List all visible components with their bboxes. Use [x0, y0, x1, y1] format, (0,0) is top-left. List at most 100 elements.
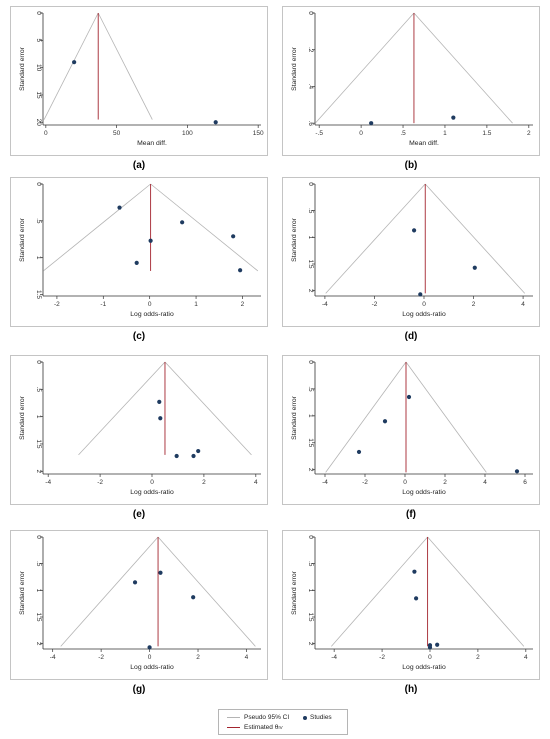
- y-axis-title: Standard error: [19, 570, 26, 615]
- y-tick-label: .5: [35, 387, 42, 393]
- y-tick-label: 1.5: [35, 439, 42, 448]
- panel-caption: (g): [132, 684, 146, 695]
- study-point: [356, 449, 362, 455]
- ci-line-right: [405, 361, 487, 473]
- x-tick-label: 2: [472, 301, 476, 308]
- y-tick-label: .5: [307, 386, 314, 392]
- x-tick-label: -4: [331, 654, 337, 661]
- y-tick-label: 1.5: [35, 290, 42, 299]
- x-tick-label: -1: [100, 301, 106, 308]
- legend-studies-label: Studies: [310, 714, 332, 721]
- ci-line-left: [325, 361, 407, 473]
- x-tick-label: 0: [428, 654, 432, 661]
- x-tick-label: 1: [443, 130, 447, 137]
- x-tick-label: 4: [483, 479, 487, 486]
- x-tick-label: 2: [527, 130, 531, 137]
- funnel-plot-panel: -4 -2 0 2 4 0 .5 1 1.5 2 Log odds-ratio Standard er…: [10, 530, 268, 680]
- y-axis-title: Standard error: [291, 395, 298, 440]
- y-axis-title: Standard error: [291, 217, 298, 262]
- x-tick-label: 2: [196, 654, 200, 661]
- ci-line-right: [150, 183, 259, 272]
- y-tick-label: 0: [35, 11, 42, 15]
- ci-line-right: [427, 536, 525, 647]
- y-tick-label: .6: [307, 120, 314, 126]
- study-point: [514, 469, 520, 474]
- study-point: [132, 580, 138, 585]
- y-tick-label: 15: [35, 91, 42, 99]
- study-point: [174, 453, 179, 459]
- panel-caption: (d): [404, 331, 418, 342]
- y-tick-label: 0: [307, 182, 314, 186]
- y-tick-label: .5: [307, 208, 314, 214]
- x-tick-label: 0: [422, 301, 426, 308]
- x-tick-label: -2: [98, 654, 104, 661]
- y-tick-label: 1: [307, 236, 314, 240]
- study-point: [148, 238, 153, 243]
- study-point: [418, 292, 423, 297]
- y-axis-title: Standard error: [291, 570, 298, 615]
- x-tick-label: 0: [44, 130, 48, 137]
- y-tick-label: 2: [35, 642, 42, 646]
- x-axis-title: Log odds-ratio: [130, 489, 174, 496]
- panel-caption: (h): [404, 684, 418, 695]
- legend-ci-label: Pseudo 95% CI: [244, 714, 290, 721]
- y-tick-label: 2: [307, 289, 314, 293]
- study-point: [411, 228, 417, 233]
- x-tick-label: -2: [54, 301, 60, 308]
- study-point: [213, 120, 218, 125]
- x-tick-label: 0: [150, 479, 154, 486]
- ci-line-left: [43, 12, 99, 120]
- y-tick-label: .5: [35, 218, 42, 224]
- y-tick-label: 1: [307, 589, 314, 593]
- study-point: [406, 394, 412, 400]
- study-point: [117, 205, 122, 210]
- panel-caption: (f): [406, 509, 416, 520]
- y-axis-title: Standard error: [291, 46, 298, 91]
- study-point: [180, 220, 185, 225]
- y-tick-label: 1.5: [35, 612, 42, 621]
- x-tick-label: 1.5: [482, 130, 491, 137]
- x-tick-label: -2: [372, 301, 378, 308]
- study-point: [191, 595, 196, 600]
- panel-caption: (c): [132, 331, 146, 342]
- ci-line-right: [413, 12, 513, 124]
- funnel-plot-svg: 0 50 100 150 0 5 10 15 20 Mean diff. Standard erro…: [19, 11, 264, 147]
- y-tick-label: 1: [35, 589, 42, 593]
- x-tick-label: .5: [400, 130, 406, 137]
- legend-item-estimate: Estimated θ IV: [227, 724, 283, 731]
- ci-line-right: [164, 361, 252, 456]
- ci-line-right: [424, 183, 526, 294]
- ci-line-right: [157, 536, 256, 647]
- x-axis-title: Log odds-ratio: [130, 311, 174, 318]
- funnel-plot-panel: -4 -2 0 2 4 0 .5 1 1.5 2 Log odds-ratio Standard er…: [10, 355, 268, 505]
- legend-item-ci: Pseudo 95% CI: [227, 714, 289, 721]
- y-tick-label: 2: [35, 469, 42, 473]
- y-tick-label: .4: [307, 84, 314, 90]
- y-tick-label: 1: [35, 256, 42, 260]
- study-point: [191, 453, 196, 459]
- y-axis-title: Standard error: [19, 46, 26, 91]
- x-tick-label: 4: [245, 654, 249, 661]
- study-point: [72, 60, 77, 65]
- study-point: [231, 234, 236, 239]
- study-point: [382, 419, 388, 424]
- panel-caption: (e): [132, 509, 146, 520]
- ci-line-left: [331, 536, 428, 647]
- x-tick-label: 1: [194, 301, 198, 308]
- x-axis-title: Log odds-ratio: [402, 311, 446, 318]
- funnel-plot-svg: -.5 0 .5 1 1.5 2 0 .2 .4 .6 Mean diff. Standard err…: [291, 11, 533, 147]
- study-point: [435, 642, 440, 647]
- study-point: [427, 645, 433, 650]
- y-tick-label: 1.5: [307, 612, 314, 621]
- x-tick-label: -2: [362, 479, 368, 486]
- study-point: [147, 645, 152, 650]
- y-tick-label: 1.5: [307, 259, 314, 268]
- x-tick-label: -2: [379, 654, 385, 661]
- study-point: [158, 570, 163, 575]
- x-tick-label: 0: [148, 301, 152, 308]
- y-tick-label: 0: [307, 11, 314, 15]
- ci-line-right: [97, 12, 153, 120]
- study-point: [451, 115, 456, 120]
- y-tick-label: 1: [307, 414, 314, 418]
- legend-estimate-label: Estimated θ: [244, 724, 279, 731]
